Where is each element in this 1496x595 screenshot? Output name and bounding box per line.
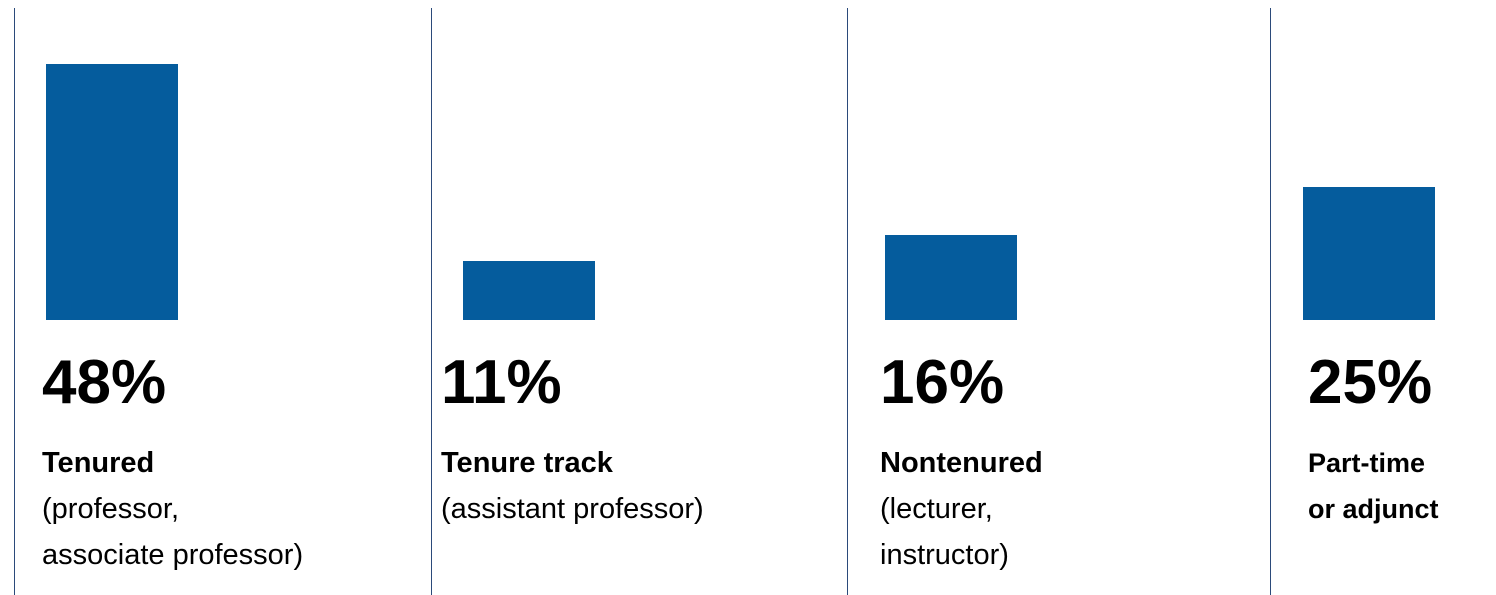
separator (1270, 8, 1271, 595)
separator (847, 8, 848, 595)
bar (885, 234, 1017, 320)
category-label: Tenured (42, 447, 155, 479)
bar (463, 261, 595, 320)
separator (431, 8, 432, 595)
separator (14, 8, 15, 595)
category-description: (lecturer, instructor) (880, 493, 1009, 571)
category-description: (assistant professor) (441, 493, 704, 525)
bar (46, 64, 178, 320)
category-label: Part-time or adjunct (1308, 448, 1439, 524)
category-label: Nontenured (880, 447, 1043, 479)
bar (1303, 186, 1435, 320)
value-label: 25% (1308, 348, 1433, 417)
value-label: 48% (42, 348, 167, 417)
category-label: Tenure track (441, 447, 613, 479)
category-description: (professor, associate professor) (42, 493, 304, 571)
value-label: 11% (441, 348, 562, 417)
value-label: 16% (880, 348, 1005, 417)
